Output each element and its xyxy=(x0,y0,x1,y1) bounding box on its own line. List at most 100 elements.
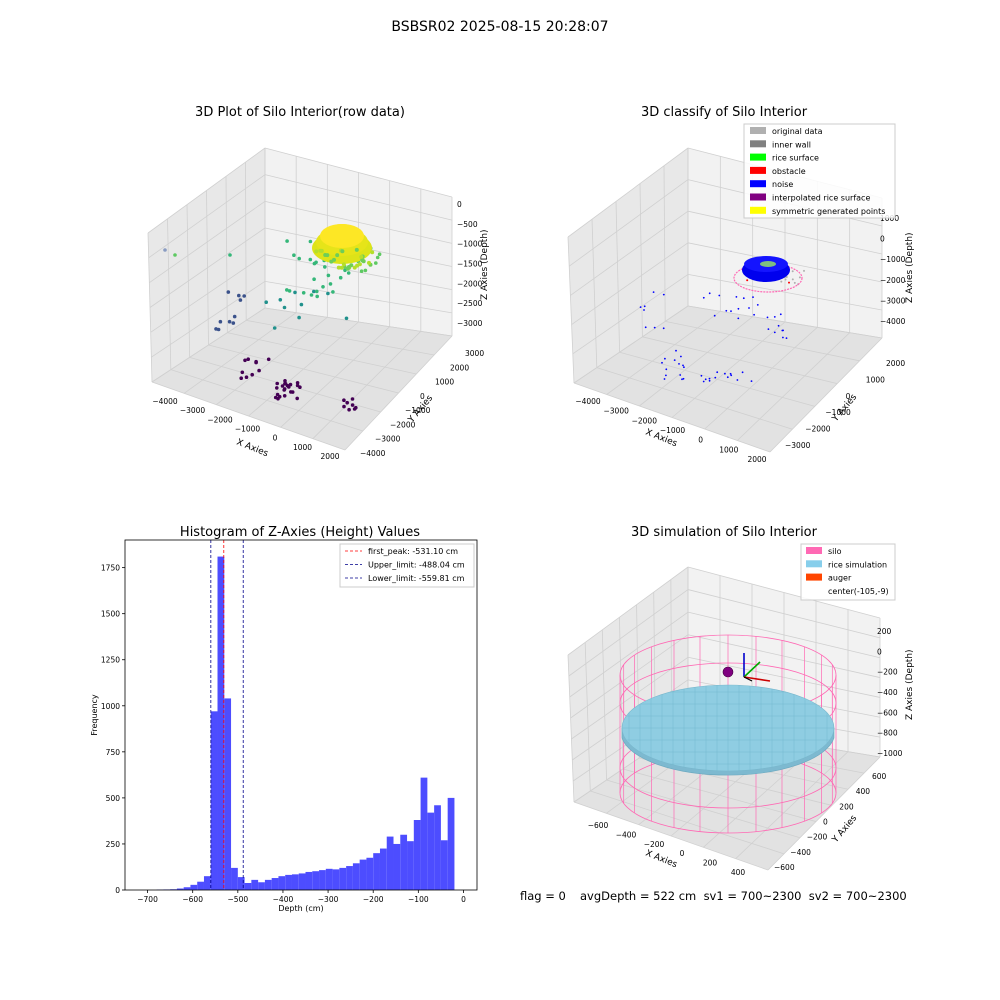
rice-surface-patch xyxy=(760,261,776,267)
scatter-point xyxy=(314,249,319,254)
tick-label: 0 xyxy=(680,849,685,858)
noise-point xyxy=(729,372,732,375)
grid-line xyxy=(568,179,689,267)
grid-line xyxy=(150,254,266,333)
scatter-point xyxy=(350,397,355,401)
original-point xyxy=(780,280,783,283)
scatter-point xyxy=(295,396,300,401)
grid-line xyxy=(735,751,849,859)
tick-label: −700 xyxy=(137,895,158,904)
x-axis-label: X Axies xyxy=(644,849,679,871)
grid-line xyxy=(264,174,453,221)
histogram-bar xyxy=(359,859,367,890)
histogram-bar xyxy=(285,874,292,890)
grid-line xyxy=(573,305,689,384)
tick-label: −2000 xyxy=(805,425,831,434)
scatter-point xyxy=(282,305,287,310)
tick-label: −200 xyxy=(644,840,665,849)
tick-label: 0 xyxy=(273,434,278,443)
scatter-point xyxy=(297,315,301,320)
x-tick-labels: −600 −400 −200 0 200 400 xyxy=(588,821,746,877)
histogram-bar xyxy=(217,556,225,890)
grid-line xyxy=(567,236,575,384)
histogram-bar xyxy=(278,876,286,890)
scatter-point xyxy=(332,257,336,262)
pane-floor xyxy=(152,308,452,450)
tick-label: −4000 xyxy=(575,397,601,406)
noise-point xyxy=(730,374,733,377)
scatter-point xyxy=(240,370,245,375)
noise-point xyxy=(782,336,784,339)
grid-line xyxy=(769,337,883,453)
z-axis-label: Z Axies (Depth) xyxy=(905,232,915,303)
panel-histogram: Histogram of Z-Axies (Height) Values −70… xyxy=(90,525,478,913)
tick-label: 200 xyxy=(839,802,854,811)
noise-point xyxy=(702,296,705,299)
grid-line xyxy=(687,210,883,255)
legend: silo rice simulation auger center(-105,-9) xyxy=(800,543,896,601)
scatter-point xyxy=(214,327,218,331)
scatter-point xyxy=(231,321,236,325)
y-axis-label: Y Axies xyxy=(830,813,859,845)
original-point xyxy=(798,276,801,279)
scatter-point xyxy=(354,405,358,410)
z-axis-label: Z Axies (Depth) xyxy=(480,229,490,300)
histogram-bar xyxy=(413,820,421,890)
histogram-bar xyxy=(197,881,204,890)
scatter-point xyxy=(328,282,333,286)
grid-line xyxy=(264,307,453,337)
scatter-point xyxy=(361,259,366,264)
grid-line xyxy=(151,381,346,451)
noise-point xyxy=(714,376,717,379)
noise-point xyxy=(704,378,707,381)
grid-line xyxy=(606,311,721,395)
scatter-point xyxy=(354,247,359,252)
scatter-point xyxy=(375,255,380,260)
tick-label: 1750 xyxy=(101,564,120,573)
scatter-point xyxy=(244,375,249,380)
obstacle-point xyxy=(746,279,749,282)
y-axis-label: Frequency xyxy=(90,694,99,736)
grid-line xyxy=(570,210,689,296)
grid-line xyxy=(639,316,753,407)
histogram-bar xyxy=(319,870,326,890)
scatter-point xyxy=(312,289,316,294)
tick-label: −4000 xyxy=(152,397,178,406)
noise-point xyxy=(742,297,745,300)
simulation-title: 3D simulation of Silo Interior xyxy=(631,525,818,540)
noise-point xyxy=(643,309,645,311)
grid-line xyxy=(665,321,860,362)
tick-label: −300 xyxy=(318,895,339,904)
grid-line xyxy=(619,617,624,770)
rice-surface-dome xyxy=(326,224,358,240)
grid-line xyxy=(246,319,435,356)
tick-label: −3000 xyxy=(880,296,906,305)
scatter-point xyxy=(283,379,287,383)
scatter-point xyxy=(344,316,349,321)
grid-line xyxy=(569,611,689,698)
tick-label: −400 xyxy=(616,830,637,839)
grid-line xyxy=(687,589,881,639)
grid-line xyxy=(567,147,689,238)
scatter-point xyxy=(226,290,231,294)
grid-line xyxy=(687,305,883,339)
grid-line xyxy=(567,566,689,656)
tick-label: 1500 xyxy=(101,610,120,619)
grid-line xyxy=(642,336,838,384)
tick-label: −2500 xyxy=(457,299,483,308)
legend-label: first_peak: -531.10 cm xyxy=(368,547,458,556)
scatter-point xyxy=(367,260,371,265)
tick-label: 0 xyxy=(823,818,828,827)
tick-label: −3000 xyxy=(375,435,401,444)
tick-label: −400 xyxy=(877,688,898,697)
noise-point xyxy=(766,316,769,319)
tick-label: 0 xyxy=(877,647,882,656)
scatter-point xyxy=(278,298,283,302)
grid-line xyxy=(567,654,575,803)
legend-box xyxy=(743,123,896,219)
scatter-point xyxy=(280,384,285,388)
scatter-point xyxy=(273,395,278,400)
noise-point xyxy=(737,307,740,310)
grid-line xyxy=(687,566,881,619)
noise-point xyxy=(682,377,685,380)
